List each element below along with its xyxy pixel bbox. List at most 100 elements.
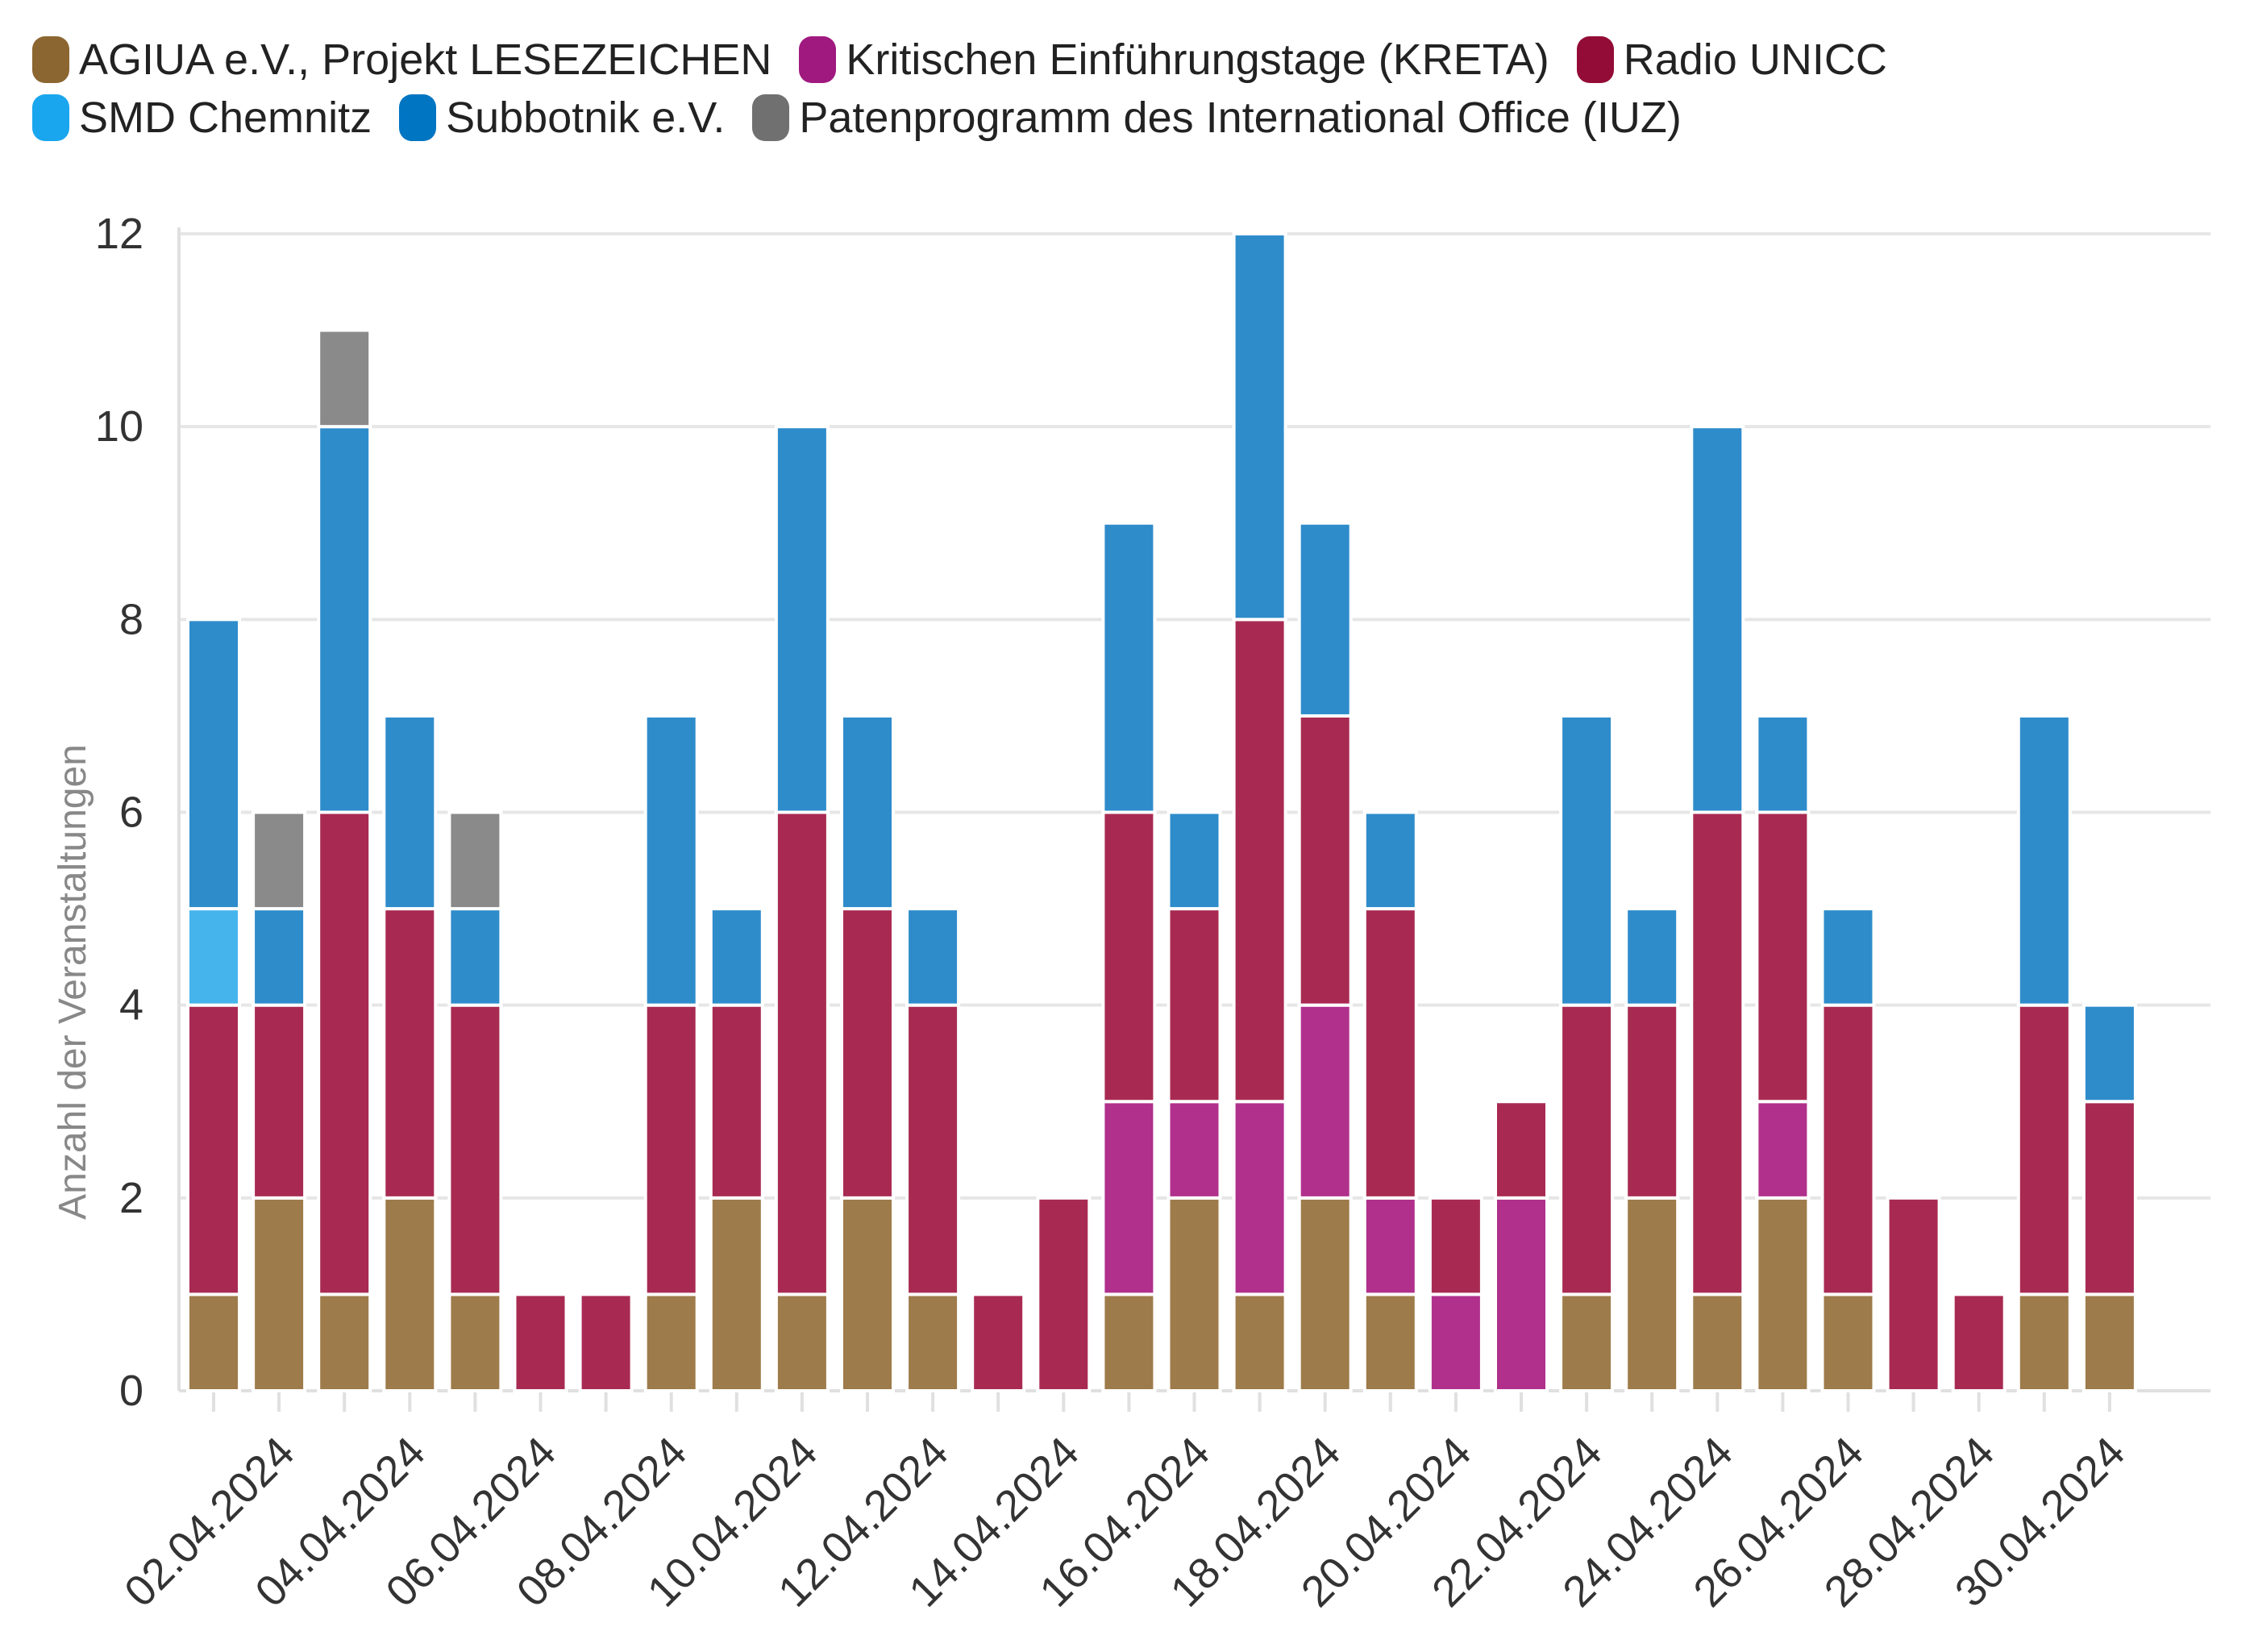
bar-segment [1755,810,1811,1104]
bar-segment [1624,907,1680,1007]
bar-segment [447,1292,503,1392]
bar-segment [2016,1003,2072,1296]
bar-segment [382,1196,438,1393]
bar-segment [1232,1100,1287,1296]
bar-segment [774,425,830,814]
y-axis-title: Anzahl der Veranstaltungen [52,744,94,1220]
bar-segment [643,1003,699,1296]
bar-segment [709,1196,764,1393]
bar-segment [1167,907,1222,1104]
bar-segment [317,810,372,1296]
bar-segment [1362,1196,1418,1296]
bar-segment [840,714,895,911]
legend-item-agiua[interactable]: AGIUA e.V., Projekt LESEZEICHEN [32,35,771,85]
bar-segment [1755,1100,1811,1200]
bar-segment [1101,1292,1157,1392]
bar-segment [1167,1196,1222,1393]
bar-segment [447,1003,503,1296]
bar-segment [1232,232,1287,622]
bar-segment [1232,618,1287,1104]
legend-item-smd-chemnitz[interactable]: SMD Chemnitz [32,93,372,143]
legend-swatch-radio-unicc [1576,36,1614,83]
bar-segment [1101,1100,1157,1296]
bar-segment [186,1292,241,1392]
bar-segment [1362,810,1418,911]
bar-segment [1494,1196,1549,1393]
legend-row-2: SMD Chemnitz Subbotnik e.V. Patenprogram… [32,89,2209,147]
bar-segment [186,618,241,911]
bar-segment [1362,1292,1418,1392]
bar-segment [840,907,895,1200]
legend-label-patenprogramm: Patenprogramm des International Office (… [799,94,1682,142]
bar-segment [2081,1100,2137,1296]
bar-segment [252,1196,307,1393]
legend-swatch-agiua [32,36,69,83]
bar-segment [317,328,372,429]
bar-segment [1886,1196,1941,1393]
bar-segment [186,907,241,1007]
bar-segment [252,1003,307,1200]
legend-swatch-smd-chemnitz [32,94,69,141]
bar-segment [1559,1292,1615,1392]
chart-legend: AGIUA e.V., Projekt LESEZEICHEN Kritisch… [32,31,2209,147]
legend-label-kreta: Kritischen Einführungstage (KRETA) [846,35,1549,84]
y-tick-label: 0 [119,1367,143,1415]
y-tick-label: 8 [119,595,143,643]
bar-segment [186,1003,241,1296]
bar-segment [1232,1292,1287,1392]
bar-segment [317,1292,372,1392]
bar-segment [2081,1003,2137,1104]
bar-segment [709,1003,764,1200]
bar-segment [1167,810,1222,911]
legend-item-patenprogramm[interactable]: Patenprogramm des International Office (… [752,93,1682,143]
bar-segment [1755,714,1811,814]
bar-segment [1820,907,1876,1007]
bar-segment [1297,1003,1353,1200]
bar-segment [1101,810,1157,1104]
bar-segment [1559,714,1615,1007]
bar-segment [1362,907,1418,1200]
x-tick-labels: 02.04.202404.04.202406.04.202408.04.2024… [115,1428,2134,1617]
bar-segment [1297,1196,1353,1393]
bar-segment [1951,1292,2007,1392]
legend-row-1: AGIUA e.V., Projekt LESEZEICHEN Kritisch… [32,31,2209,89]
legend-swatch-kreta [799,36,837,83]
bar-segment [1690,810,1745,1296]
bar-segment [905,907,961,1007]
bar-segment [643,714,699,1007]
legend-item-kreta[interactable]: Kritischen Einführungstage (KRETA) [799,35,1549,85]
bar-segment [1690,1292,1745,1392]
bar-segment [2081,1292,2137,1392]
bar-segment [1101,521,1157,814]
bar-segment [578,1292,634,1392]
y-tick-label: 12 [95,210,143,258]
bar-segment [513,1292,568,1392]
bar-segment [1297,714,1353,1007]
bar-segment [1690,425,1745,814]
bar-segment [643,1292,699,1392]
bar-segment [774,810,830,1296]
legend-item-subbotnik[interactable]: Subbotnik e.V. [399,93,725,143]
bar-segment [1820,1292,1876,1392]
bar-segment [382,907,438,1200]
bar-segment [1624,1003,1680,1200]
bar-segment [447,907,503,1007]
bar-segment [774,1292,830,1392]
legend-label-agiua: AGIUA e.V., Projekt LESEZEICHEN [79,35,772,84]
legend-label-subbotnik: Subbotnik e.V. [446,94,726,142]
bar-segment [1167,1100,1222,1200]
y-tick-labels: 0 2 4 6 8 10 12 [95,210,143,1415]
bar-segment [1624,1196,1680,1393]
bar-segment [1494,1100,1549,1200]
legend-item-radio-unicc[interactable]: Radio UNICC [1576,35,1887,85]
bar-segment [905,1003,961,1296]
bar-segment [1036,1196,1092,1393]
legend-label-radio-unicc: Radio UNICC [1623,35,1887,84]
bar-segment [1559,1003,1615,1296]
legend-swatch-patenprogramm [752,94,790,141]
bar-segment [840,1196,895,1393]
bar-segment [447,810,503,911]
bar-segment [382,714,438,911]
y-tick-label: 6 [119,789,143,837]
